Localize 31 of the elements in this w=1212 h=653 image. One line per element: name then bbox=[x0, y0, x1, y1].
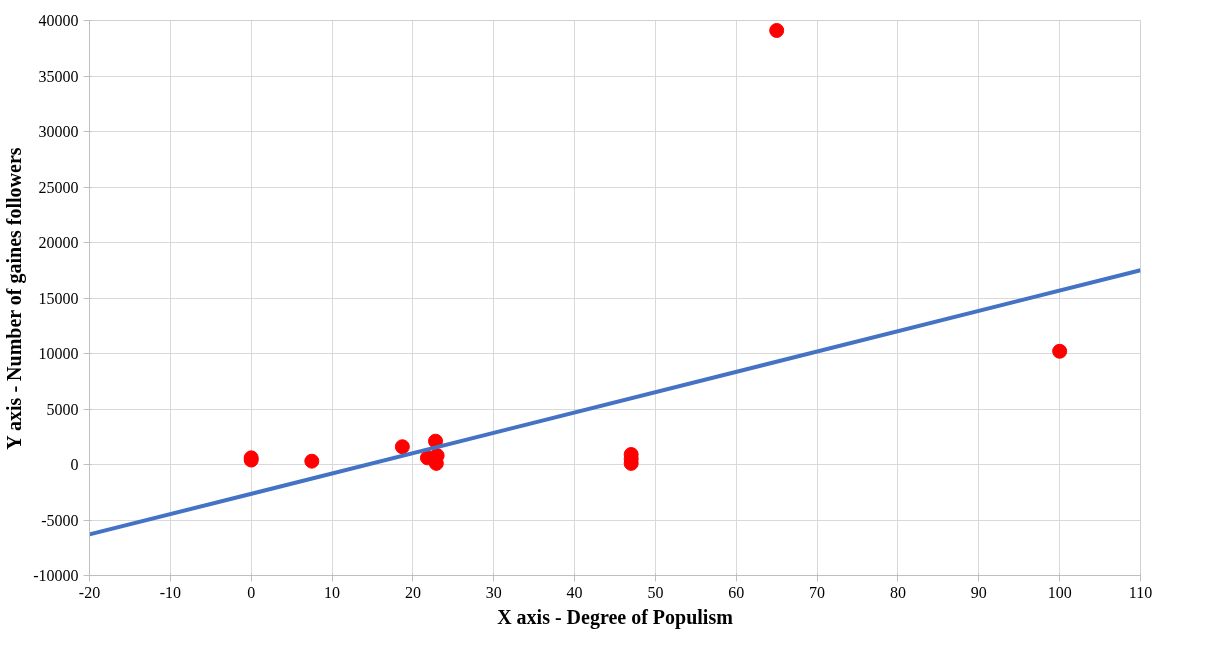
x-tick-label: -10 bbox=[159, 583, 182, 601]
x-tick-label: 70 bbox=[809, 583, 826, 601]
x-tick-label: -20 bbox=[78, 583, 101, 601]
x-tick-label: 20 bbox=[404, 583, 421, 601]
x-tick-label: 30 bbox=[485, 583, 502, 601]
y-tick-label: 10000 bbox=[38, 345, 79, 362]
x-tick-label: 110 bbox=[1128, 583, 1153, 601]
y-tick-label: 30000 bbox=[38, 123, 79, 140]
y-tick-label: -10000 bbox=[33, 567, 79, 584]
x-tick-label: 90 bbox=[970, 583, 987, 601]
y-axis-title: Y axis - Number of gaines followers bbox=[3, 147, 27, 450]
x-tick-label: 40 bbox=[566, 583, 583, 601]
x-axis-title: X axis - Degree of Populism bbox=[497, 605, 734, 629]
x-tick-label: 50 bbox=[647, 583, 664, 601]
y-tick-label: 35000 bbox=[38, 67, 79, 85]
point bbox=[1052, 343, 1068, 359]
x-tick-label: 100 bbox=[1047, 583, 1072, 601]
x-tick-label: 0 bbox=[247, 583, 256, 601]
x-tick-label: 10 bbox=[324, 583, 341, 601]
point bbox=[769, 23, 785, 38]
x-tick-label: 60 bbox=[728, 583, 745, 601]
y-tick-label: 25000 bbox=[38, 178, 79, 196]
y-tick-label: 20000 bbox=[38, 234, 79, 251]
x-tick-label: 80 bbox=[889, 583, 906, 601]
y-tick-label: 0 bbox=[70, 456, 79, 473]
y-tick-label: 40000 bbox=[38, 12, 79, 29]
y-tick-label: 15000 bbox=[38, 289, 79, 307]
y-tick-label: -5000 bbox=[41, 511, 79, 529]
y-tick-label: 5000 bbox=[46, 400, 79, 418]
point bbox=[304, 453, 320, 469]
point bbox=[394, 439, 410, 455]
